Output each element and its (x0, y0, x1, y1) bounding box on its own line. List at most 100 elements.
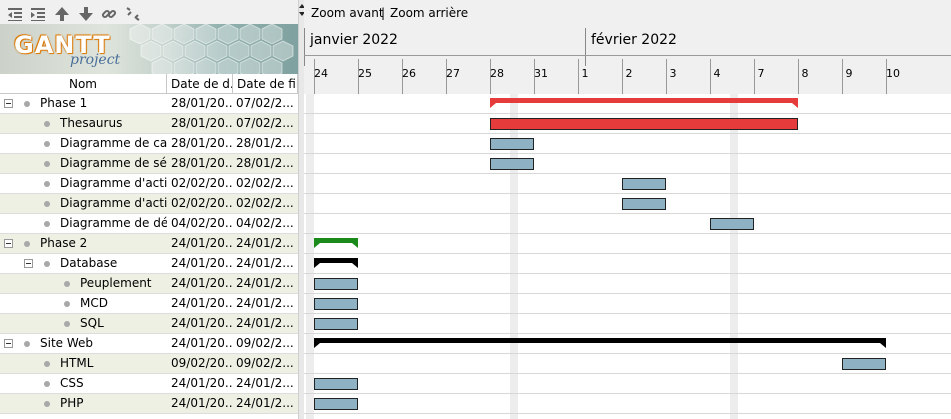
zoom-out-link[interactable]: Zoom arrière (390, 6, 469, 20)
task-end-date[interactable]: 24/01/2... (236, 236, 294, 250)
task-row[interactable]: Diagramme d'acti... 02/02/20... 02/02/2... (0, 174, 298, 194)
task-row[interactable]: Diagramme de dé... 04/02/20... 04/02/2... (0, 214, 298, 234)
task-row[interactable]: MCD 24/01/20... 24/01/2... (0, 294, 298, 314)
collapse-down-icon[interactable] (299, 12, 305, 16)
move-up-icon[interactable] (52, 4, 72, 24)
task-name: Phase 2 (40, 236, 88, 250)
column-header-start[interactable]: Date de d... (167, 74, 233, 94)
task-end-date[interactable]: 09/02/2... (236, 356, 294, 370)
task-end-date[interactable]: 09/02/2... (236, 336, 294, 350)
task-bar[interactable] (314, 278, 358, 290)
task-end-date[interactable]: 24/01/2... (236, 276, 294, 290)
link-icon[interactable] (99, 4, 119, 24)
unlink-icon[interactable] (123, 4, 143, 24)
collapse-toggle-icon[interactable] (4, 339, 13, 348)
task-row[interactable]: CSS 24/01/20... 24/01/2... (0, 374, 298, 394)
task-bar[interactable] (490, 118, 798, 130)
task-start-date[interactable]: 24/01/20... (171, 316, 232, 330)
task-end-date[interactable]: 28/01/2... (236, 156, 294, 170)
summary-bar[interactable] (314, 258, 358, 270)
task-row[interactable]: SQL 24/01/20... 24/01/2... (0, 314, 298, 334)
task-end-date[interactable]: 28/01/2... (236, 136, 294, 150)
task-bar[interactable] (490, 158, 534, 170)
summary-bar[interactable] (314, 238, 358, 250)
task-name-cell[interactable]: Diagramme d'acti... (0, 174, 167, 194)
task-end-date[interactable]: 24/01/2... (236, 376, 294, 390)
column-header-name[interactable]: Nom (0, 74, 167, 94)
task-start-date[interactable]: 24/01/20... (171, 376, 232, 390)
task-start-date[interactable]: 04/02/20... (171, 216, 232, 230)
task-end-date[interactable]: 24/01/2... (236, 296, 294, 310)
task-name-cell[interactable]: Diagramme de sé... (0, 154, 167, 174)
task-end-date[interactable]: 02/02/2... (236, 176, 294, 190)
task-row[interactable]: Database 24/01/20... 24/01/2... (0, 254, 298, 274)
task-bar[interactable] (314, 398, 358, 410)
pane-splitter[interactable] (298, 0, 305, 419)
column-header-end[interactable]: Date de fin (233, 74, 298, 94)
task-row[interactable]: HTML 09/02/20... 09/02/2... (0, 354, 298, 374)
task-end-date[interactable]: 04/02/2... (236, 216, 294, 230)
task-row[interactable]: Phase 2 24/01/20... 24/01/2... (0, 234, 298, 254)
collapse-up-icon[interactable] (299, 4, 305, 8)
collapse-toggle-icon[interactable] (4, 99, 13, 108)
task-start-date[interactable]: 02/02/20... (171, 196, 232, 210)
task-start-date[interactable]: 28/01/20... (171, 156, 232, 170)
task-name-cell[interactable]: Thesaurus (0, 114, 167, 134)
indent-icon[interactable] (28, 4, 48, 24)
task-row[interactable]: Peuplement 24/01/20... 24/01/2... (0, 274, 298, 294)
move-down-icon[interactable] (76, 4, 96, 24)
task-name-cell[interactable]: HTML (0, 354, 167, 374)
task-bar[interactable] (490, 138, 534, 150)
task-name-cell[interactable]: Database (0, 254, 167, 274)
task-name-cell[interactable]: Peuplement (0, 274, 167, 294)
task-name-cell[interactable]: PHP (0, 394, 167, 414)
task-bar[interactable] (622, 178, 666, 190)
task-row[interactable]: Diagramme de cas 28/01/20... 28/01/2... (0, 134, 298, 154)
task-name-cell[interactable]: MCD (0, 294, 167, 314)
task-start-date[interactable]: 24/01/20... (171, 276, 232, 290)
task-name-cell[interactable]: Phase 2 (0, 234, 167, 254)
task-end-date[interactable]: 24/01/2... (236, 256, 294, 270)
task-name-cell[interactable]: Site Web (0, 334, 167, 354)
task-bar[interactable] (842, 358, 886, 370)
gantt-chart-area[interactable] (304, 94, 951, 419)
task-name-cell[interactable]: CSS (0, 374, 167, 394)
zoom-in-link[interactable]: Zoom avant (311, 6, 384, 20)
task-name-cell[interactable]: Diagramme de cas (0, 134, 167, 154)
task-bar[interactable] (314, 378, 358, 390)
task-end-date[interactable]: 07/02/2... (236, 116, 294, 130)
task-start-date[interactable]: 24/01/20... (171, 296, 232, 310)
task-start-date[interactable]: 24/01/20... (171, 396, 232, 410)
task-bar[interactable] (622, 198, 666, 210)
summary-bar[interactable] (490, 98, 798, 110)
task-name-cell[interactable]: SQL (0, 314, 167, 334)
task-name-cell[interactable]: Diagramme d'acti... (0, 194, 167, 214)
task-start-date[interactable]: 28/01/20... (171, 96, 232, 110)
task-row[interactable]: Thesaurus 28/01/20... 07/02/2... (0, 114, 298, 134)
task-end-date[interactable]: 24/01/2... (236, 396, 294, 410)
task-name-cell[interactable]: Diagramme de dé... (0, 214, 167, 234)
task-bar[interactable] (710, 218, 754, 230)
task-name-cell[interactable]: Phase 1 (0, 94, 167, 114)
task-row[interactable]: PHP 24/01/20... 24/01/2... (0, 394, 298, 414)
collapse-toggle-icon[interactable] (24, 259, 33, 268)
collapse-toggle-icon[interactable] (4, 239, 13, 248)
summary-bar[interactable] (314, 338, 886, 350)
task-start-date[interactable]: 09/02/20... (171, 356, 232, 370)
task-row[interactable]: Diagramme de sé... 28/01/20... 28/01/2... (0, 154, 298, 174)
task-row[interactable]: Site Web 24/01/20... 09/02/2... (0, 334, 298, 354)
task-bar[interactable] (314, 318, 358, 330)
task-end-date[interactable]: 07/02/2... (236, 96, 294, 110)
task-row[interactable]: Phase 1 28/01/20... 07/02/2... (0, 94, 298, 114)
task-bar[interactable] (314, 298, 358, 310)
task-start-date[interactable]: 24/01/20... (171, 336, 232, 350)
task-start-date[interactable]: 24/01/20... (171, 256, 232, 270)
task-start-date[interactable]: 28/01/20... (171, 116, 232, 130)
task-row[interactable]: Diagramme d'acti... 02/02/20... 02/02/2... (0, 194, 298, 214)
task-end-date[interactable]: 02/02/2... (236, 196, 294, 210)
task-start-date[interactable]: 02/02/20... (171, 176, 232, 190)
task-start-date[interactable]: 28/01/20... (171, 136, 232, 150)
task-start-date[interactable]: 24/01/20... (171, 236, 232, 250)
outdent-icon[interactable] (5, 4, 25, 24)
task-end-date[interactable]: 24/01/2... (236, 316, 294, 330)
